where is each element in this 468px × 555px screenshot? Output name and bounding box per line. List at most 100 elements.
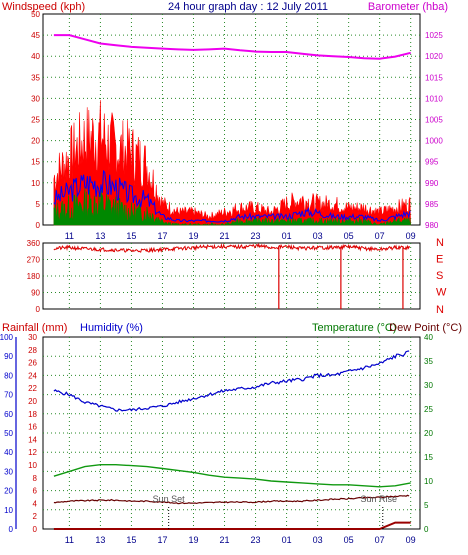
barometer-tick-label: 1005: [425, 116, 443, 125]
humidity-tick-label: 10: [4, 506, 13, 515]
rainfall-tick-label: 12: [28, 448, 37, 457]
compass-label: N: [436, 304, 444, 316]
x-tick-label: 21: [220, 535, 230, 545]
dewpoint-series: [53, 494, 410, 505]
x-tick-label: 23: [251, 535, 261, 545]
rainfall-tick-label: 4: [33, 499, 38, 508]
windspeed-tick-label: 35: [31, 73, 40, 82]
humidity-tick-label: 50: [4, 429, 13, 438]
direction-series: [53, 242, 411, 254]
direction-panel-grid: [43, 243, 420, 309]
compass-label: S: [436, 270, 443, 282]
x-tick-label: 07: [375, 535, 385, 545]
barometer-tick-label: 985: [425, 200, 439, 209]
x-tick-label: 15: [126, 535, 136, 545]
dewpoint-axis-title: Dew Point (°C): [389, 322, 462, 334]
x-tick-label: 09: [406, 535, 416, 545]
x-tick-label: 13: [95, 535, 105, 545]
barometer-series: [53, 34, 411, 60]
humidity-series: [53, 350, 410, 412]
humidity-tick-label: 20: [4, 487, 13, 496]
temperature-axis-title: Temperature (°C): [312, 322, 396, 334]
temperature-tick-label: 25: [424, 405, 433, 414]
temperature-tick-label: 15: [424, 453, 433, 462]
rainfall-tick-label: 2: [33, 512, 38, 521]
windspeed-tick-label: 30: [31, 94, 40, 103]
windspeed-tick-label: 20: [31, 137, 40, 146]
barometer-tick-label: 1010: [425, 94, 443, 103]
windspeed-tick-label: 50: [31, 10, 40, 19]
humidity-tick-label: 90: [4, 352, 13, 361]
x-tick-label: 01: [282, 231, 292, 241]
windspeed-axis-title: Windspeed (kph): [2, 1, 85, 13]
x-tick-label: 11: [65, 231, 74, 241]
x-tick-label: 19: [188, 535, 198, 545]
x-tick-label: 13: [95, 231, 105, 241]
windspeed-tick-label: 15: [31, 158, 40, 167]
barometer-yticks: 980 985 990 995 1000 1005 1010 1015 1020 1025: [425, 31, 443, 230]
x-tick-label: 17: [157, 535, 167, 545]
windspeed-tick-label: 5: [36, 200, 41, 209]
x-tick-label: 01: [282, 535, 292, 545]
humidity-tick-label: 100: [0, 333, 14, 342]
direction-tick-label: 90: [31, 289, 40, 298]
x-tick-label: 11: [65, 535, 74, 545]
direction-panel-yticks: 0 90 180 270 360: [27, 239, 41, 314]
rainfall-tick-label: 6: [33, 487, 38, 496]
direction-panel-series: [53, 242, 411, 309]
sun-annotations: Sun Set Sun Rise: [153, 494, 397, 529]
temperature-tick-label: 5: [424, 501, 429, 510]
windspeed-tick-label: 10: [31, 179, 40, 188]
x-tick-label: 21: [220, 231, 230, 241]
barometer-axis-title: Barometer (hba): [368, 1, 448, 13]
rht-panel-series: [53, 350, 411, 530]
rainfall-tick-label: 30: [28, 333, 37, 342]
rainfall-tick-label: 18: [28, 410, 37, 419]
average-wind-series: [53, 169, 411, 223]
rainfall-tick-label: 10: [28, 461, 37, 470]
temperature-yticks: 0 5 10 15 20 25 30 35 40: [424, 333, 433, 534]
sunset-label: Sun Set: [153, 494, 186, 504]
direction-tick-label: 360: [27, 239, 41, 248]
temperature-tick-label: 10: [424, 477, 433, 486]
humidity-tick-label: 60: [4, 410, 13, 419]
barometer-tick-label: 1025: [425, 31, 443, 40]
windspeed-tick-label: 40: [31, 52, 40, 61]
rht-panel-grid: [43, 337, 420, 529]
x-tick-label: 03: [313, 231, 323, 241]
temperature-tick-label: 40: [424, 333, 433, 342]
direction-tick-label: 0: [36, 305, 41, 314]
x-tick-label: 09: [406, 231, 416, 241]
compass-label: W: [436, 287, 447, 299]
windspeed-tick-label: 45: [31, 31, 40, 40]
rainfall-tick-label: 20: [28, 397, 37, 406]
rht-panel-xticks: 11 13 15 17 19 21 23 01 03 05 07 09: [65, 535, 416, 545]
x-tick-label: 07: [375, 231, 385, 241]
x-tick-label: 17: [157, 231, 167, 241]
windspeed-tick-label: 0: [36, 221, 41, 230]
x-tick-label: 05: [344, 535, 354, 545]
barometer-tick-label: 990: [425, 179, 439, 188]
rainfall-series: [53, 521, 411, 530]
graph-title: 24 hour graph day : 12 July 2011: [168, 1, 328, 13]
barometer-tick-label: 1000: [425, 137, 443, 146]
rainfall-tick-label: 26: [28, 359, 37, 368]
barometer-tick-label: 980: [425, 221, 439, 230]
rainfall-tick-label: 22: [28, 384, 37, 393]
rainfall-axis-title: Rainfall (mm): [2, 322, 67, 334]
temperature-tick-label: 35: [424, 357, 433, 366]
x-tick-label: 05: [344, 231, 354, 241]
humidity-yticks: 0 10 20 30 40 50 60 70 80 90 100: [0, 333, 17, 534]
barometer-tick-label: 995: [425, 158, 439, 167]
x-tick-label: 03: [313, 535, 323, 545]
barometer-tick-label: 1015: [425, 73, 443, 82]
temperature-tick-label: 20: [424, 429, 433, 438]
rainfall-tick-label: 24: [28, 371, 37, 380]
rainfall-tick-label: 28: [28, 346, 37, 355]
x-tick-label: 23: [251, 231, 261, 241]
rainfall-tick-label: 8: [33, 474, 38, 483]
x-tick-label: 19: [188, 231, 198, 241]
direction-tick-label: 180: [27, 272, 41, 281]
